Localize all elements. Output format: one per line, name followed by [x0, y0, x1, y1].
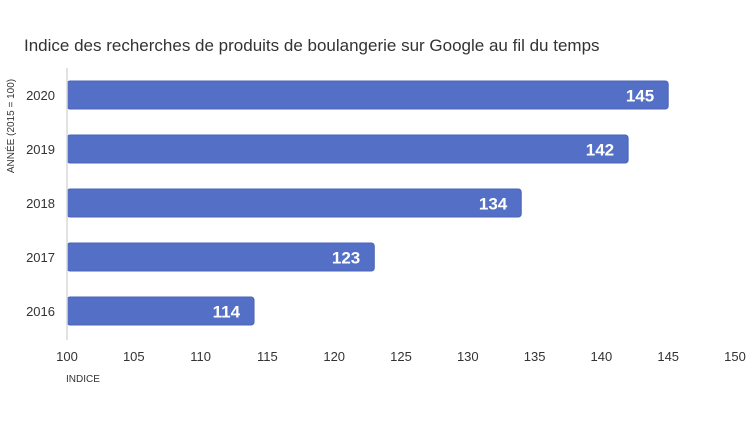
x-tick-labels: 100 105 110 115 120 125 130 135 140 145 150 — [56, 349, 746, 364]
bars-layer: 145 142 134 123 114 — [66, 80, 669, 326]
x-axis-title: INDICE — [66, 374, 100, 385]
x-tick-label-105: 105 — [123, 349, 145, 364]
x-tick-label-120: 120 — [323, 349, 345, 364]
y-tick-label-2017: 2017 — [26, 250, 55, 265]
chart-title: Indice des recherches de produits de bou… — [24, 36, 600, 55]
x-tick-label-145: 145 — [657, 349, 679, 364]
bar-2018 — [66, 188, 522, 218]
data-label-2016: 114 — [213, 303, 241, 322]
y-tick-label-2020: 2020 — [26, 88, 55, 103]
x-tick-label-115: 115 — [257, 349, 278, 364]
y-tick-labels: 2020 2019 2018 2017 2016 — [26, 88, 55, 319]
y-tick-label-2018: 2018 — [26, 196, 55, 211]
data-label-2020: 145 — [626, 87, 654, 106]
x-tick-label-125: 125 — [390, 349, 412, 364]
bar-2020 — [66, 80, 669, 110]
x-tick-label-130: 130 — [457, 349, 479, 364]
data-label-2017: 123 — [332, 249, 360, 268]
data-label-2019: 142 — [586, 141, 614, 160]
y-tick-label-2019: 2019 — [26, 142, 55, 157]
x-tick-label-110: 110 — [190, 349, 211, 364]
data-label-2018: 134 — [479, 195, 508, 214]
bar-2017 — [66, 242, 375, 272]
x-tick-label-100: 100 — [56, 349, 78, 364]
y-axis-title: ANNÉE (2015 = 100) — [4, 79, 17, 173]
x-tick-label-150: 150 — [724, 349, 746, 364]
y-tick-label-2016: 2016 — [26, 304, 55, 319]
x-tick-label-135: 135 — [524, 349, 546, 364]
bar-2019 — [66, 134, 629, 164]
x-tick-label-140: 140 — [591, 349, 613, 364]
